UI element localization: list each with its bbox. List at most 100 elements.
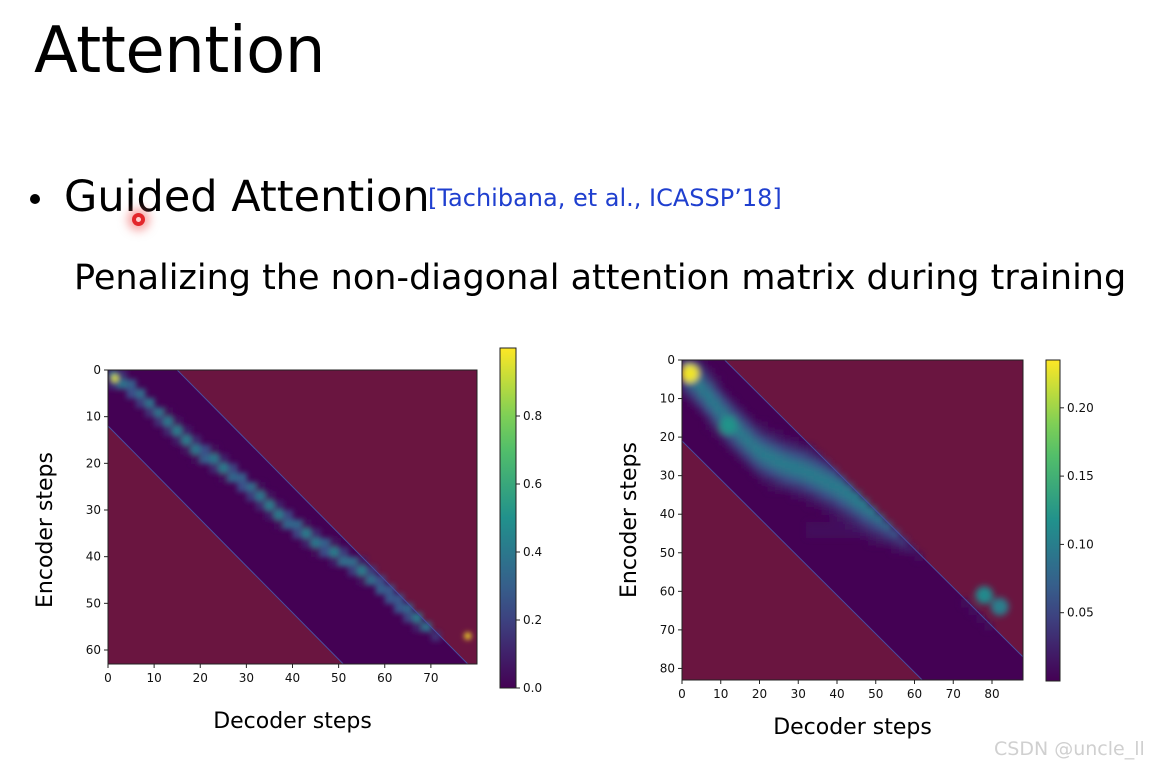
heatmap-cell: [283, 519, 294, 530]
heatmap-cell: [689, 390, 699, 400]
heatmap-cell: [366, 575, 377, 586]
heatmap-cell: [813, 529, 823, 538]
heatmap-cell: [976, 614, 985, 623]
x-tick-label: 0: [104, 671, 112, 685]
heatmap-cell: [697, 375, 706, 384]
heatmap-cell: [338, 547, 349, 558]
heatmap-cell: [697, 383, 706, 392]
heatmap-cell: [829, 498, 838, 508]
heatmap-cell: [713, 390, 722, 400]
heatmap-cell: [705, 375, 714, 384]
heatmap-cells: [108, 370, 472, 642]
colorbar-tick-label: 0.10: [1067, 537, 1094, 551]
heatmap-cell: [181, 444, 192, 455]
heatmap-cell: [798, 444, 807, 454]
heatmap-cell: [393, 603, 404, 614]
heatmap-cell: [728, 444, 737, 454]
heatmap-cell: [837, 483, 846, 492]
heatmap-cell: [246, 482, 257, 492]
heatmap-cell: [798, 467, 807, 477]
heatmap-cell: [837, 475, 846, 484]
heatmap-peak: [464, 632, 472, 640]
heatmap-cell: [821, 460, 830, 469]
plot-area: [682, 360, 1023, 680]
heatmap-cell: [713, 421, 722, 430]
heatmap-cell: [821, 498, 830, 508]
heatmap-cell: [117, 379, 128, 390]
heatmap-cell: [720, 398, 730, 407]
heatmap-cell: [759, 467, 768, 477]
heatmap-cell: [264, 510, 275, 520]
x-tick-label: 10: [713, 687, 728, 701]
heatmap-cell: [782, 475, 792, 484]
heatmap-cell: [852, 491, 861, 500]
heatmap-cell: [255, 482, 266, 492]
y-tick-label: 30: [86, 503, 101, 517]
heatmap-cell: [844, 514, 854, 523]
heatmap-cell: [697, 367, 706, 377]
heatmap-cell: [320, 538, 330, 548]
heatmap-cell: [782, 437, 792, 446]
colorbar-tick-label: 0.0: [523, 681, 542, 695]
heatmap-cell: [790, 444, 799, 454]
heatmap-cell: [689, 383, 699, 392]
x-tick-label: 70: [423, 671, 438, 685]
heatmap-cell: [154, 416, 164, 427]
y-tick-label: 0: [93, 363, 101, 377]
plot-frame: [681, 359, 1024, 681]
heatmap-cell: [790, 460, 799, 469]
heatmap-cell: [813, 521, 823, 531]
heatmap-cell: [705, 383, 714, 392]
y-tick-label: 30: [660, 469, 675, 483]
heatmap-cell: [744, 413, 753, 423]
heatmap-cell: [813, 460, 823, 469]
plot-area: [108, 370, 477, 664]
heatmap-cell: [705, 398, 714, 407]
heatmap-cell: [329, 547, 340, 558]
heatmap-cell: [237, 472, 247, 483]
heatmap-cell: [844, 529, 854, 538]
heatmap-cell: [375, 575, 386, 586]
heatmap-cell: [172, 416, 183, 427]
heatmap-cell: [200, 454, 211, 464]
heatmap-cell: [767, 460, 776, 469]
heatmap-cell: [705, 413, 714, 423]
heatmap-cell: [274, 519, 284, 530]
heatmap-cell: [682, 390, 691, 400]
heatmap-cell: [759, 460, 768, 469]
x-tick-label: 60: [907, 687, 922, 701]
colorbar-tick-label: 0.20: [1067, 401, 1094, 415]
heatmap-cell: [798, 460, 807, 469]
heatmap-cell: [227, 472, 238, 483]
citation-link[interactable]: [Tachibana, et al., ICASSP’18]: [428, 184, 782, 212]
laser-pointer-icon: [132, 213, 145, 226]
band-border-line: [108, 425, 344, 664]
heatmap-cell: [790, 475, 799, 484]
heatmap-cell: [126, 379, 137, 390]
x-tick-label: 20: [752, 687, 767, 701]
heatmap-cell: [875, 521, 885, 531]
heatmap-cell: [798, 475, 807, 484]
colorbar-tick-label: 0.8: [523, 409, 542, 423]
heatmap-cell: [837, 491, 846, 500]
x-tick-label: 60: [377, 671, 392, 685]
heatmap-cell: [813, 452, 823, 461]
heatmap-cell: [744, 460, 753, 469]
heatmap-cell: [705, 421, 714, 430]
heatmap-cell: [806, 444, 815, 454]
x-tick-label: 0: [678, 687, 686, 701]
colorbar-tick-label: 0.15: [1067, 469, 1094, 483]
heatmap-cell: [837, 506, 846, 515]
heatmap-cell: [868, 514, 877, 523]
heatmap-cell: [875, 514, 885, 523]
heatmap-cell: [759, 444, 768, 454]
heatmap-cell: [782, 444, 792, 454]
heatmap-cell: [237, 482, 247, 492]
heatmap-cell: [798, 452, 807, 461]
y-tick-label: 40: [86, 550, 101, 564]
heatmap-cell: [191, 435, 201, 446]
heatmap-cell: [108, 379, 118, 390]
heatmap-cell: [728, 406, 737, 415]
heatmap-cell: [301, 528, 312, 539]
